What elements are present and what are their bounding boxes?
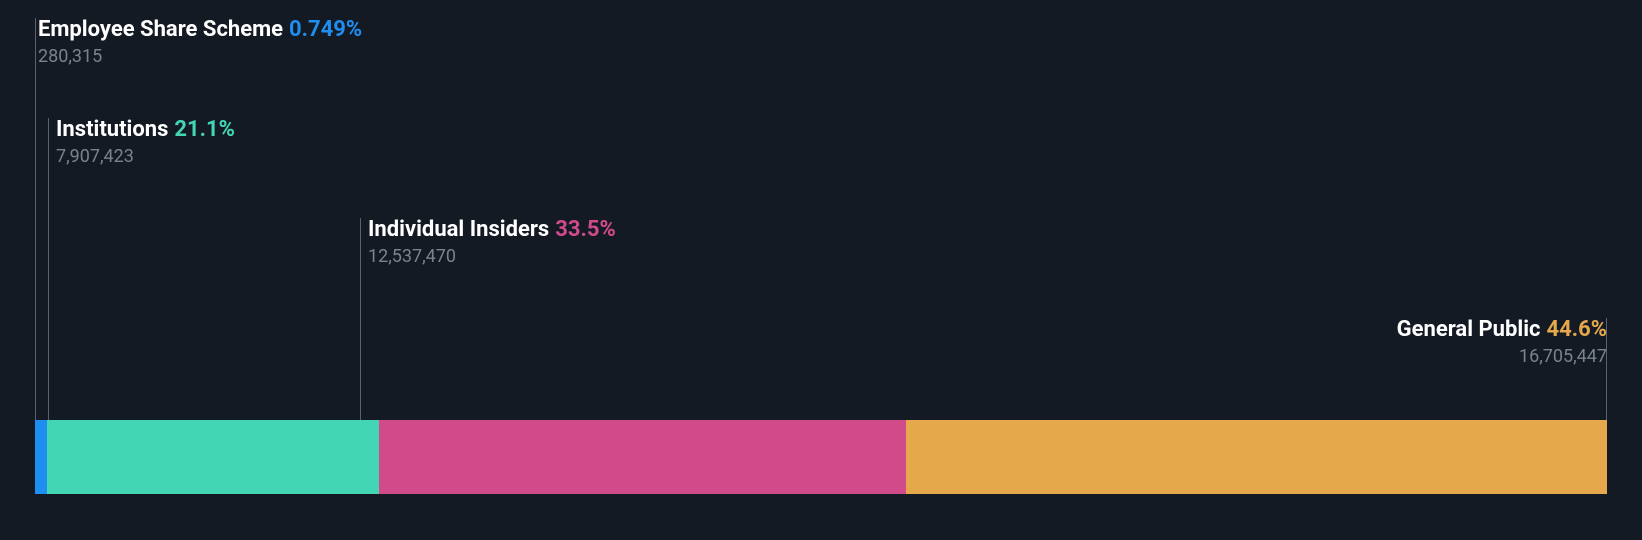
label-title-employee-share-scheme: Employee Share Scheme0.749% xyxy=(38,17,362,42)
segment-pct: 0.749% xyxy=(289,17,362,42)
label-employee-share-scheme: Employee Share Scheme0.749% 280,315 xyxy=(38,17,362,67)
segment-value: 16,705,447 xyxy=(1397,346,1607,367)
segment-name: General Public xyxy=(1397,317,1541,342)
segment-name: Individual Insiders xyxy=(368,217,549,242)
leader-employee-share-scheme xyxy=(35,18,36,420)
label-title-individual-insiders: Individual Insiders33.5% xyxy=(368,217,616,242)
bar-segment-individual-insiders[interactable] xyxy=(379,420,906,494)
label-general-public: General Public44.6% 16,705,447 xyxy=(1397,317,1607,367)
segment-pct: 33.5% xyxy=(555,217,616,242)
segment-value: 12,537,470 xyxy=(368,246,616,267)
segment-name: Employee Share Scheme xyxy=(38,17,283,42)
segment-name: Institutions xyxy=(56,117,168,142)
label-title-general-public: General Public44.6% xyxy=(1397,317,1607,342)
segment-value: 280,315 xyxy=(38,46,362,67)
segment-pct: 21.1% xyxy=(174,117,235,142)
bar-track xyxy=(35,420,1607,494)
bar-segment-employee-share-scheme[interactable] xyxy=(35,420,47,494)
leader-institutions xyxy=(48,118,49,420)
ownership-breakdown-chart: Employee Share Scheme0.749% 280,315 Instit… xyxy=(0,0,1642,540)
label-individual-insiders: Individual Insiders33.5% 12,537,470 xyxy=(368,217,616,267)
bar-segment-general-public[interactable] xyxy=(906,420,1607,494)
label-title-institutions: Institutions21.1% xyxy=(56,117,235,142)
segment-value: 7,907,423 xyxy=(56,146,235,167)
label-institutions: Institutions21.1% 7,907,423 xyxy=(56,117,235,167)
leader-individual-insiders xyxy=(360,218,361,420)
bar-segment-institutions[interactable] xyxy=(47,420,379,494)
segment-pct: 44.6% xyxy=(1546,317,1607,342)
